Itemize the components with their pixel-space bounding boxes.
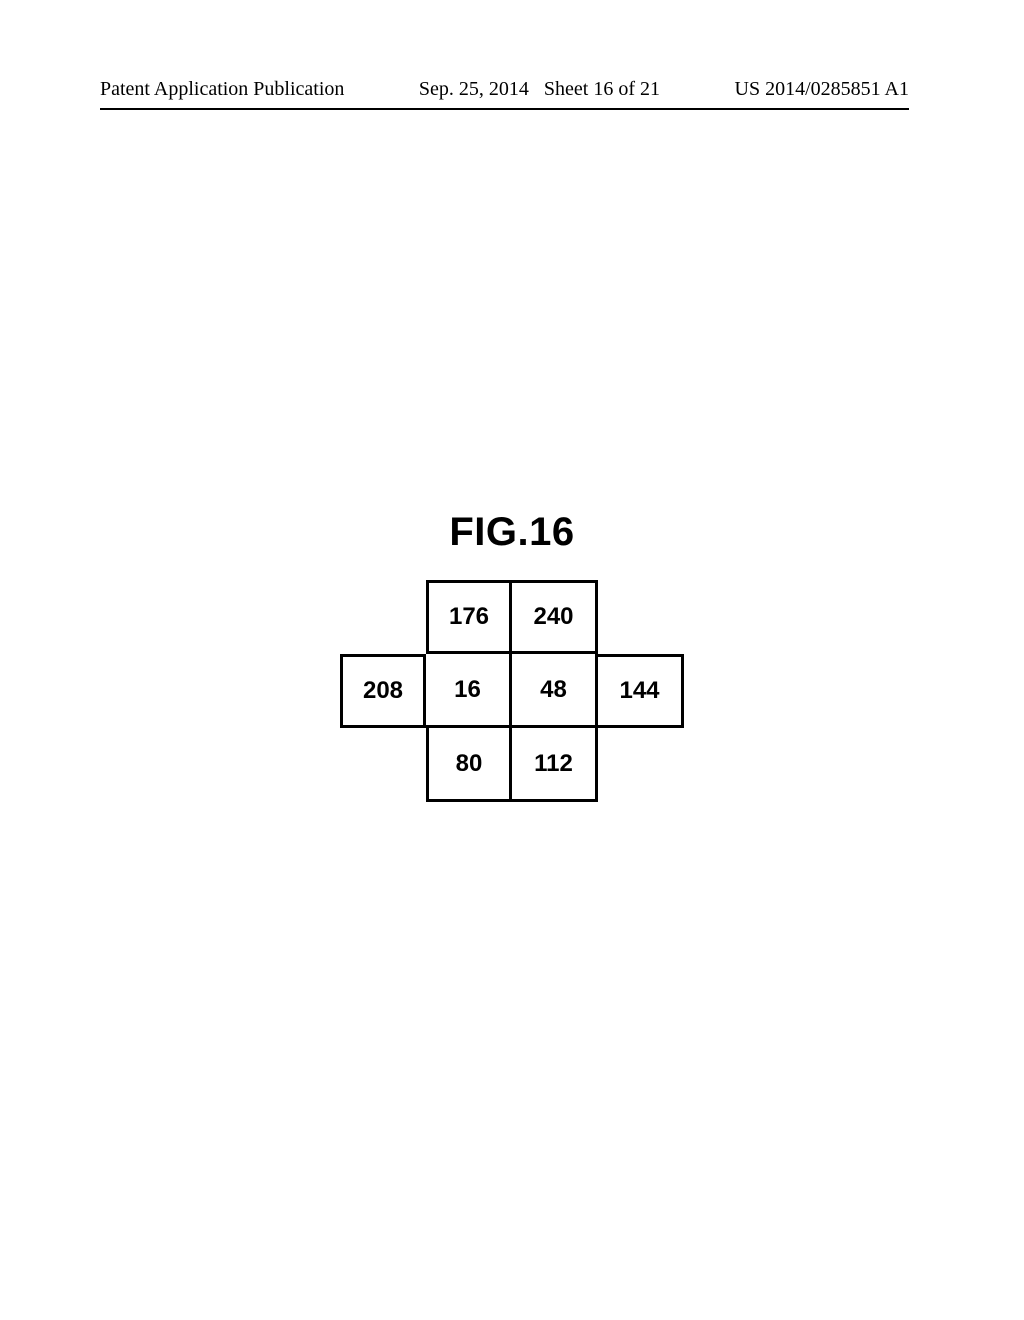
header-rule xyxy=(100,108,909,110)
cell-r2c0 xyxy=(340,728,426,802)
cell-r1c0: 208 xyxy=(340,654,426,728)
cell-r2c1: 80 xyxy=(426,728,512,802)
cell-r2c3 xyxy=(598,728,684,802)
cell-r1c3: 144 xyxy=(598,654,684,728)
cell-r1c2: 48 xyxy=(512,654,598,728)
cell-r0c1: 176 xyxy=(426,580,512,654)
cell-r0c3 xyxy=(598,580,684,654)
header-sheet: Sheet 16 of 21 xyxy=(544,78,660,100)
header-label: Patent Application Publication xyxy=(100,78,344,101)
header-center: Sep. 25, 2014 Sheet 16 of 21 xyxy=(419,78,660,101)
cell-r2c2: 112 xyxy=(512,728,598,802)
page-header: Patent Application Publication Sep. 25, … xyxy=(0,78,1024,101)
header-date: Sep. 25, 2014 xyxy=(419,78,529,100)
cell-r1c1: 16 xyxy=(426,654,512,728)
cell-r0c2: 240 xyxy=(512,580,598,654)
header-pubno: US 2014/0285851 A1 xyxy=(735,78,909,101)
figure-title: FIG.16 xyxy=(0,510,1024,555)
patent-page: Patent Application Publication Sep. 25, … xyxy=(0,0,1024,1320)
cell-r0c0 xyxy=(340,580,426,654)
figure-diagram: 176 240 208 16 48 144 80 112 xyxy=(340,580,684,802)
